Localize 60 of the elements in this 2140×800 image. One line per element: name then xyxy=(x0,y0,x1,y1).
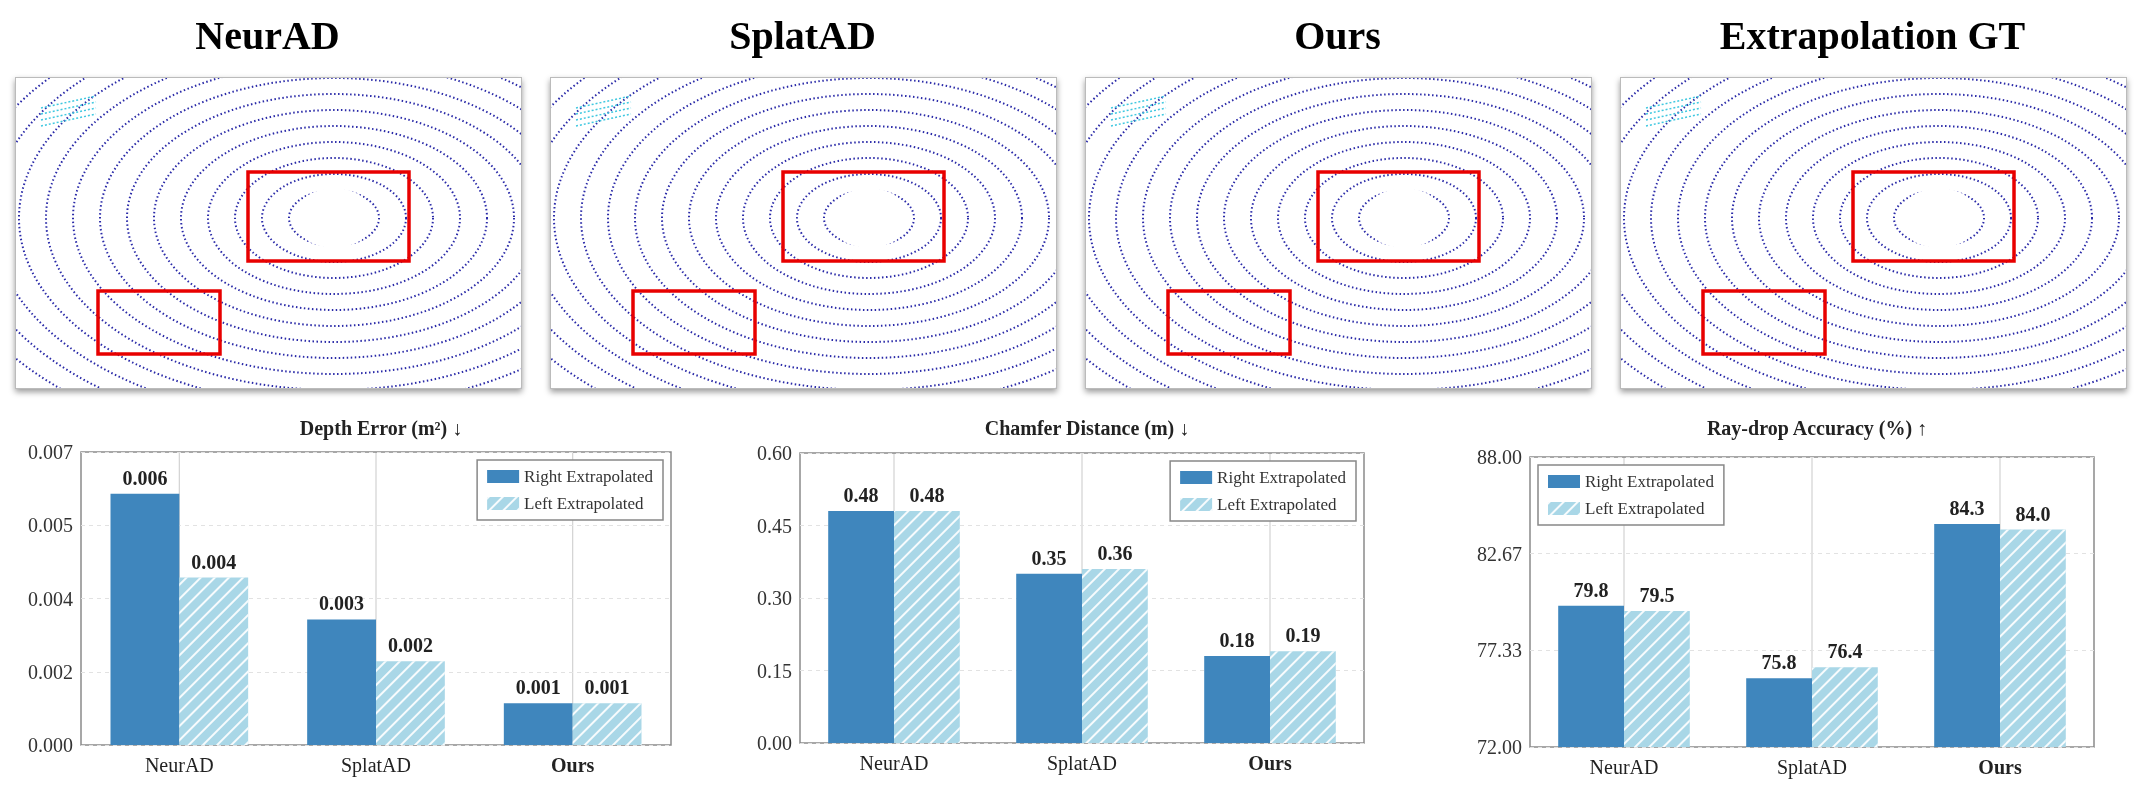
y-tick-label: 0.000 xyxy=(28,734,73,756)
bar xyxy=(828,511,894,743)
data-label: 84.3 xyxy=(1949,497,1985,520)
x-tick-label: NeurAD xyxy=(1589,756,1659,778)
data-label: 0.002 xyxy=(387,634,433,657)
y-tick-label: 0.30 xyxy=(757,587,792,609)
bar xyxy=(1016,573,1082,743)
y-tick-label: 0.002 xyxy=(28,660,73,683)
data-label: 0.19 xyxy=(1285,624,1321,647)
data-label: 76.4 xyxy=(1827,640,1863,663)
data-label: 0.006 xyxy=(122,466,168,489)
x-tick-label: Ours xyxy=(550,754,595,776)
bar xyxy=(110,493,180,745)
data-label: 0.003 xyxy=(319,592,365,615)
data-label: 75.8 xyxy=(1761,651,1797,674)
data-label: 79.8 xyxy=(1573,578,1609,601)
data-label: 0.001 xyxy=(515,676,561,699)
chart-title: Depth Error (m²) ↓ xyxy=(299,417,463,440)
chart-title: Ray-drop Accuracy (%) ↑ xyxy=(1706,417,1928,440)
y-tick-label: 82.67 xyxy=(1477,542,1522,565)
data-label: 0.18 xyxy=(1219,629,1255,651)
text: Extrapolation GT xyxy=(1718,12,2027,60)
x-tick-label: SplatAD xyxy=(341,754,411,777)
data-label: 0.35 xyxy=(1031,546,1067,569)
legend-label: Left Extrapolated xyxy=(1585,499,1705,518)
y-tick-label: 0.00 xyxy=(757,732,792,754)
y-tick-label: 0.005 xyxy=(28,514,73,537)
data-label: 0.48 xyxy=(909,484,945,506)
data-label: 0.48 xyxy=(843,484,879,506)
y-tick-label: 0.004 xyxy=(28,587,73,610)
x-tick-label: SplatAD xyxy=(1047,752,1117,775)
data-label: 0.36 xyxy=(1097,542,1133,564)
y-tick-label: 0.60 xyxy=(757,442,792,464)
legend-label: Right Extrapolated xyxy=(524,467,654,486)
y-tick-label: 0.15 xyxy=(757,659,792,682)
text: NeurAD xyxy=(194,12,341,60)
x-tick-label: Ours xyxy=(1248,752,1292,774)
y-tick-label: 0.007 xyxy=(28,441,73,463)
data-label: 0.001 xyxy=(584,676,630,699)
data-label: 0.004 xyxy=(191,550,237,573)
text: SplatAD xyxy=(728,12,877,60)
bar xyxy=(307,619,376,745)
legend-label: Right Extrapolated xyxy=(1585,472,1715,491)
x-tick-label: SplatAD xyxy=(1777,756,1847,779)
y-tick-label: 77.33 xyxy=(1477,639,1522,662)
y-tick-label: 0.45 xyxy=(757,514,792,537)
legend-label: Left Extrapolated xyxy=(1217,495,1338,514)
x-tick-label: NeurAD xyxy=(859,752,929,774)
x-tick-label: NeurAD xyxy=(144,754,214,776)
x-tick-label: Ours xyxy=(1978,756,2022,778)
data-label: 84.0 xyxy=(2015,502,2051,525)
text: Ours xyxy=(1293,12,1382,60)
bar xyxy=(1204,656,1270,743)
y-tick-label: 72.00 xyxy=(1477,736,1522,758)
legend-label: Left Extrapolated xyxy=(524,494,645,513)
legend-label: Right Extrapolated xyxy=(1217,468,1347,487)
data-label: 79.5 xyxy=(1639,584,1675,607)
y-tick-label: 88.00 xyxy=(1477,446,1522,468)
bar xyxy=(503,703,573,745)
chart-title: Chamfer Distance (m) ↓ xyxy=(984,417,1190,440)
